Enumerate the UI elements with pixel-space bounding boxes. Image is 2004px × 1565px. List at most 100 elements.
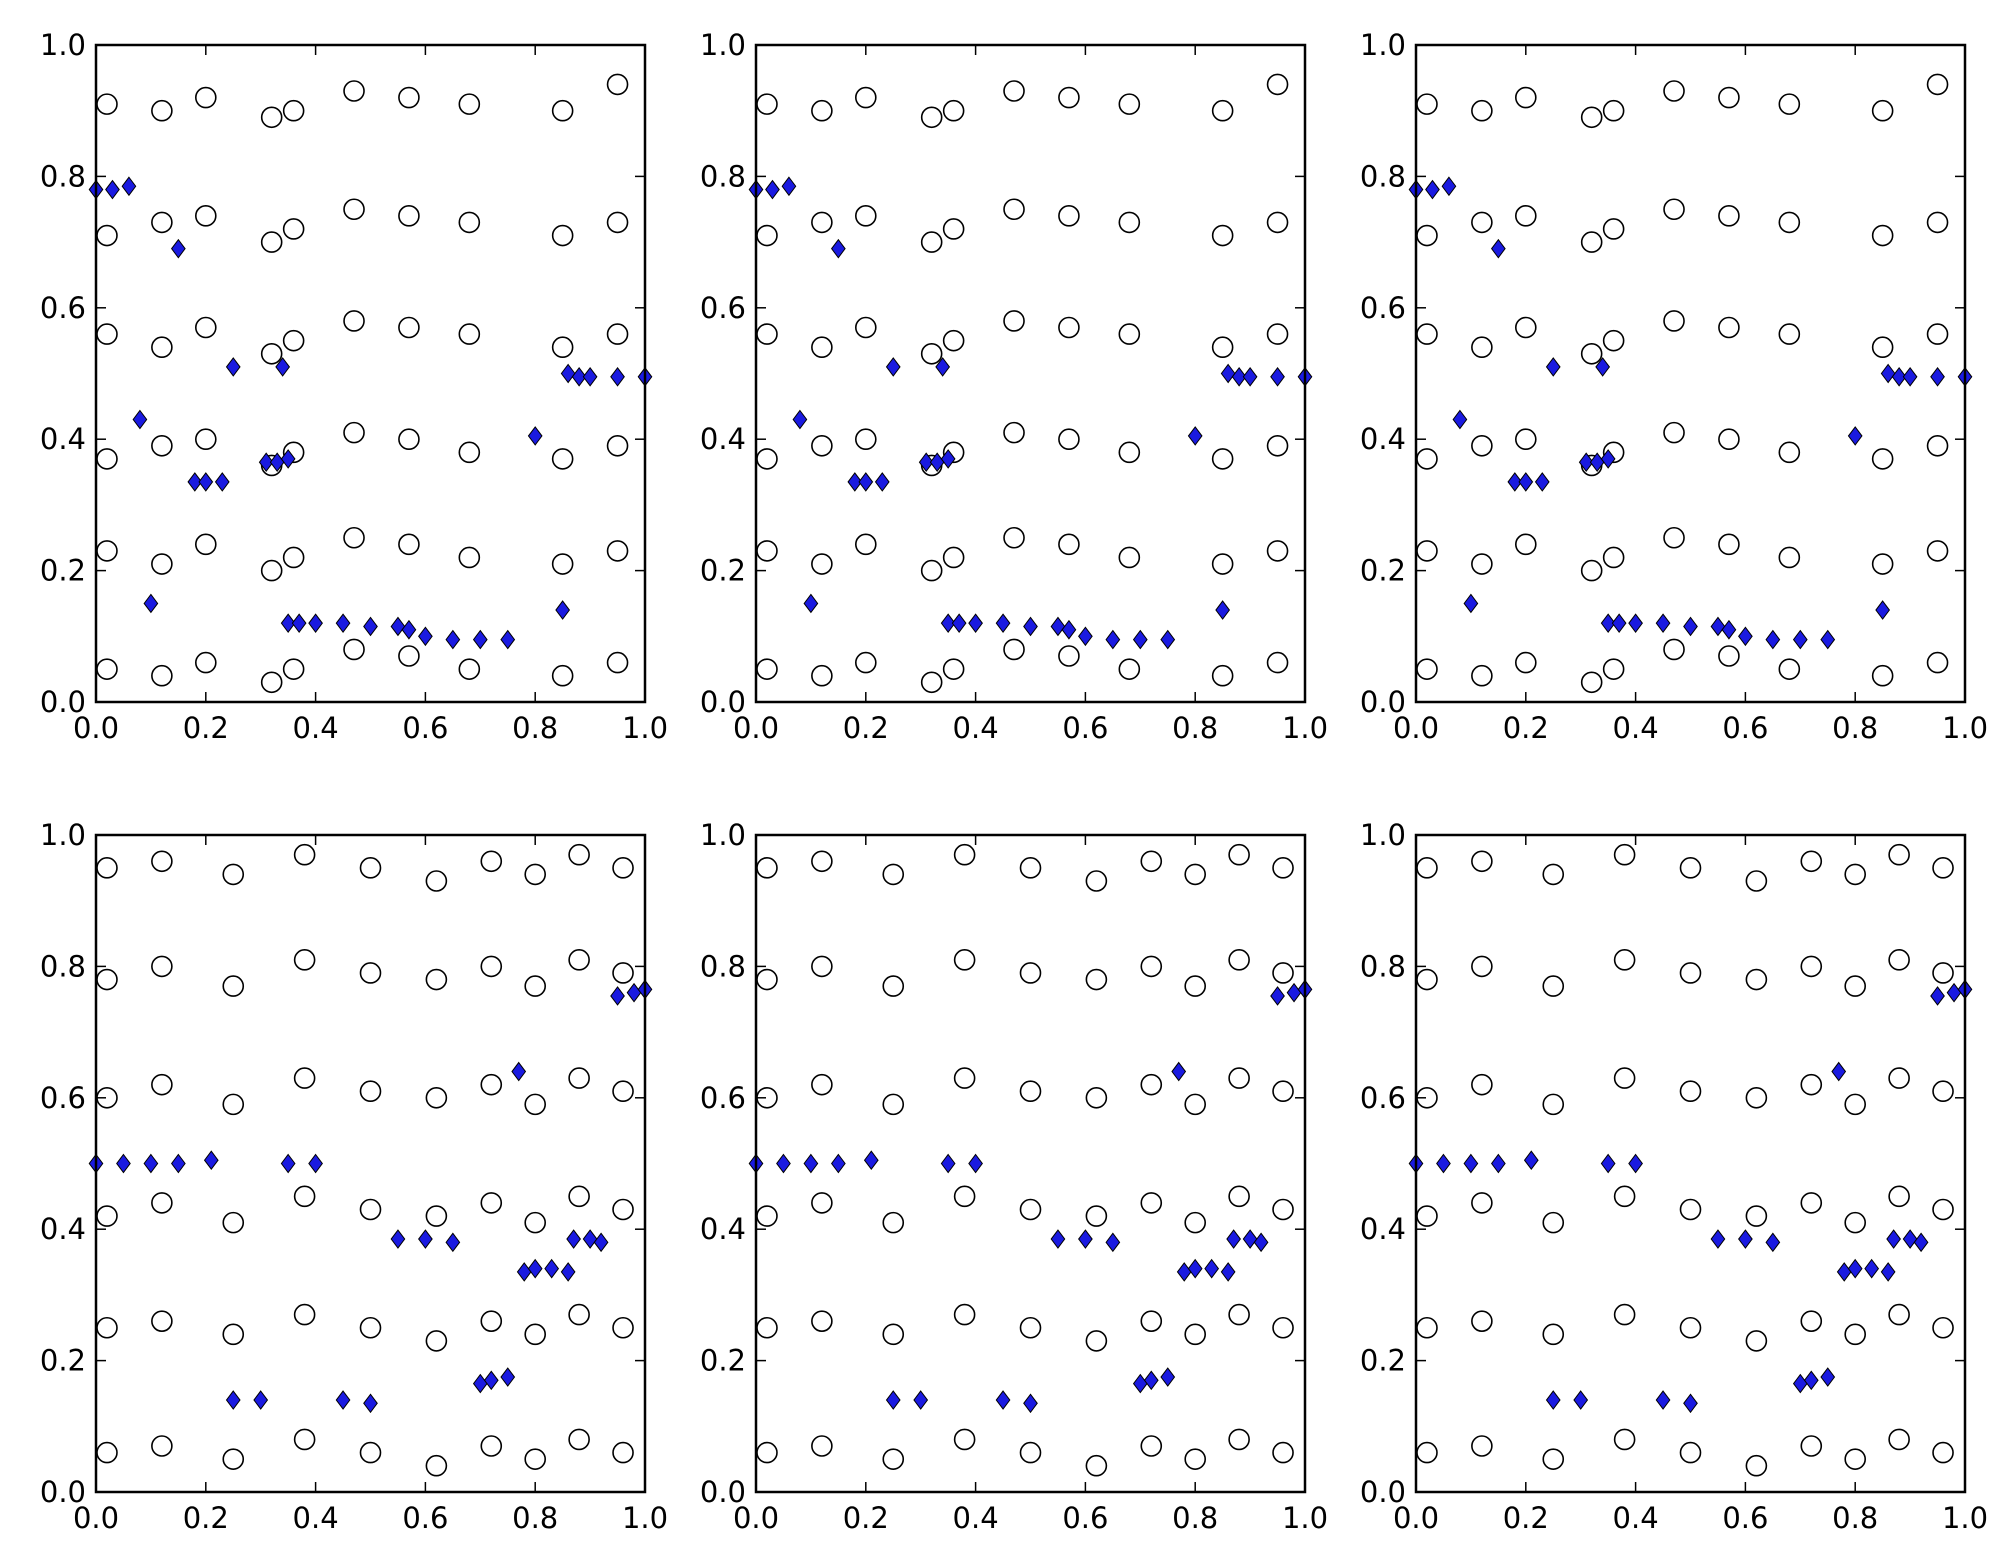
circle-point — [293, 949, 316, 971]
circle-point — [1613, 1428, 1636, 1451]
y-tick-label: 0.4 — [1360, 422, 1406, 456]
circle-point — [1932, 857, 1954, 879]
circle-point — [1266, 323, 1289, 345]
x-tick-label: 0.0 — [1393, 1501, 1439, 1535]
diamond-point — [1160, 1367, 1176, 1387]
diamond-point — [1836, 1262, 1852, 1282]
y-tick-label: 1.0 — [700, 818, 746, 852]
circle-point — [1515, 205, 1537, 227]
circle-point — [1471, 1192, 1493, 1214]
circle-point — [1515, 533, 1537, 556]
circle-point — [458, 211, 481, 234]
diamond-point — [116, 1153, 131, 1174]
circle-point — [756, 93, 778, 115]
circle-point — [854, 316, 877, 339]
circle-point — [398, 205, 420, 227]
circle-point — [425, 1330, 448, 1352]
y-tick-label: 0.6 — [1360, 291, 1406, 325]
diamond-point — [593, 1232, 609, 1253]
circle-point — [151, 553, 173, 575]
circle-point — [1602, 658, 1625, 680]
diamond-point — [258, 452, 274, 473]
circle-point — [756, 1316, 778, 1339]
diamond-point — [940, 613, 956, 633]
circle-point — [222, 1093, 245, 1116]
x-tick-label: 0.2 — [1503, 711, 1549, 745]
circle-point — [1211, 99, 1234, 122]
circle-point — [1613, 1185, 1636, 1208]
diamond-point — [1765, 629, 1781, 650]
circle-point — [425, 1087, 448, 1109]
circle-point — [1871, 448, 1894, 470]
circle-point — [1228, 949, 1250, 971]
x-tick-label: 0.8 — [512, 1501, 558, 1535]
y-tick-label: 0.6 — [40, 291, 86, 325]
circle-point — [1211, 553, 1234, 575]
circle-point — [1019, 857, 1042, 879]
circle-point — [195, 205, 217, 227]
circle-point — [942, 218, 965, 240]
diamond-point — [1710, 616, 1726, 637]
x-tick-label: 0.8 — [1832, 711, 1878, 745]
axes-frame — [94, 833, 647, 1494]
x-tick-label: 0.8 — [1172, 711, 1218, 745]
circle-point — [359, 1316, 382, 1339]
x-tick-label: 0.0 — [733, 711, 779, 745]
diamond-point — [401, 619, 417, 640]
diamond-point — [1864, 1258, 1880, 1279]
diamond-point — [335, 613, 351, 633]
diamond-point — [1105, 1232, 1121, 1253]
circle-point — [282, 546, 305, 569]
circle-point — [1085, 1330, 1108, 1352]
plot-area — [748, 843, 1313, 1477]
circle-point — [1515, 428, 1537, 451]
diamond-point — [105, 179, 120, 200]
circle-point — [1844, 1448, 1866, 1470]
x-tick-label: 0.4 — [293, 1501, 339, 1535]
circle-point — [1932, 1441, 1954, 1464]
diamond-point — [253, 1390, 269, 1410]
circle-point — [458, 93, 481, 115]
circle-point — [96, 968, 118, 991]
circle-point — [1019, 962, 1042, 984]
circle-point — [1718, 645, 1740, 667]
plot-area — [1408, 843, 1973, 1477]
circle-point — [920, 106, 943, 129]
diamond-point — [1436, 1153, 1451, 1174]
plot-area — [748, 73, 1313, 694]
diamond-point — [555, 600, 571, 620]
circle-point — [1679, 962, 1702, 984]
circle-point — [1580, 231, 1603, 253]
circle-point — [1140, 955, 1163, 978]
circle-point — [524, 863, 547, 886]
diamond-point — [1534, 472, 1550, 492]
circle-point — [1140, 1073, 1163, 1096]
circle-point — [811, 1435, 833, 1457]
circle-point — [1778, 323, 1801, 345]
y-tick-label: 0.0 — [40, 685, 86, 719]
circle-point — [882, 1323, 905, 1346]
circle-point — [612, 962, 634, 984]
circle-point — [1416, 1441, 1438, 1464]
diamond-point — [1253, 1232, 1269, 1253]
circle-point — [151, 1073, 173, 1096]
diamond-point — [472, 629, 488, 650]
circle-point — [756, 857, 778, 879]
x-tick-label: 0.0 — [73, 711, 119, 745]
circle-point — [1871, 99, 1894, 122]
circle-point — [359, 1441, 382, 1464]
y-tick-label: 0.8 — [700, 949, 746, 983]
y-tick-label: 0.0 — [700, 1475, 746, 1509]
y-tick-label: 1.0 — [700, 28, 746, 62]
circle-point — [1211, 448, 1234, 470]
circle-point — [1085, 870, 1108, 892]
circle-point — [942, 658, 965, 680]
circle-point — [1580, 671, 1603, 694]
circle-point — [480, 1073, 503, 1096]
diamond-point — [995, 613, 1011, 633]
circle-point — [612, 1080, 634, 1103]
circle-point — [811, 664, 833, 687]
diamond-point — [1930, 986, 1945, 1006]
diamond-point — [1600, 613, 1616, 633]
diamond-point — [1050, 1229, 1066, 1249]
